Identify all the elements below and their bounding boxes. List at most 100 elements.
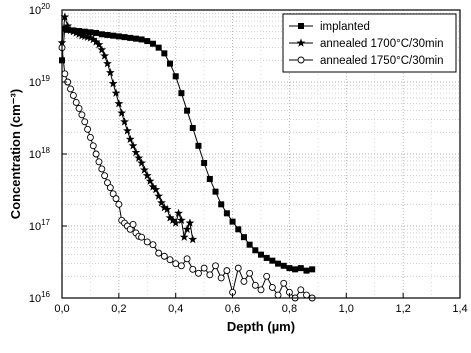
- data-point: [292, 266, 299, 273]
- x-tick-label: 0,0: [54, 303, 69, 315]
- data-point: [91, 37, 101, 46]
- data-point: [201, 159, 208, 166]
- data-point: [75, 104, 83, 112]
- data-point: [182, 224, 192, 234]
- data-point: [105, 68, 115, 77]
- data-point: [263, 272, 271, 280]
- data-point: [106, 184, 114, 192]
- series-1: [59, 25, 316, 274]
- data-point: [223, 267, 231, 275]
- data-point: [125, 134, 135, 144]
- data-point: [149, 40, 156, 47]
- data-point: [223, 210, 230, 217]
- data-point: [263, 254, 270, 261]
- data-point: [275, 260, 282, 267]
- data-point: [286, 265, 293, 272]
- data-point: [66, 25, 75, 35]
- legend-marker: [296, 38, 306, 47]
- y-axis-label: Concentration (cm⁻³): [8, 89, 23, 219]
- data-point: [297, 286, 305, 294]
- data-point: [165, 213, 175, 222]
- x-tick-label: 0,2: [111, 303, 126, 315]
- data-point: [140, 165, 149, 174]
- data-point: [88, 34, 98, 44]
- series-3: [58, 44, 316, 302]
- data-point: [145, 176, 155, 185]
- data-point: [161, 50, 168, 57]
- data-layer: [57, 12, 316, 302]
- data-point: [212, 262, 219, 270]
- data-point: [251, 281, 259, 289]
- data-point: [157, 198, 166, 207]
- data-point: [84, 125, 92, 133]
- data-point: [166, 256, 174, 264]
- data-point: [246, 269, 254, 277]
- legend-label: implanted: [320, 21, 370, 33]
- x-tick-label: 1,2: [395, 303, 410, 315]
- data-point: [144, 38, 151, 45]
- data-point: [143, 238, 151, 246]
- data-point: [206, 271, 214, 279]
- data-point: [188, 234, 198, 244]
- data-point: [98, 165, 106, 173]
- data-point: [280, 279, 288, 287]
- data-point: [81, 118, 89, 126]
- x-tick-label: 0,6: [225, 303, 240, 315]
- data-point: [60, 12, 70, 21]
- data-point: [168, 215, 178, 225]
- legend-marker: [298, 23, 304, 29]
- data-point: [81, 28, 88, 35]
- data-point: [155, 44, 162, 51]
- data-point: [234, 264, 242, 272]
- data-point: [95, 158, 103, 166]
- data-point: [280, 262, 287, 269]
- data-point: [177, 215, 186, 225]
- data-point: [121, 34, 128, 41]
- legend-marker: [297, 56, 305, 64]
- data-point: [69, 27, 78, 36]
- data-point: [61, 70, 69, 78]
- data-point: [206, 175, 213, 182]
- data-point: [303, 267, 310, 274]
- data-point: [303, 291, 310, 299]
- data-point: [134, 153, 144, 162]
- data-point: [129, 221, 137, 228]
- data-point: [269, 257, 276, 264]
- series-2: [57, 12, 198, 244]
- data-point: [195, 142, 202, 149]
- data-point: [189, 124, 196, 131]
- data-point: [127, 34, 134, 41]
- data-point: [200, 264, 208, 272]
- data-point: [101, 172, 109, 180]
- data-point: [309, 266, 316, 273]
- data-point: [162, 204, 172, 214]
- data-point: [131, 147, 141, 157]
- data-point: [78, 111, 86, 119]
- data-point: [100, 51, 110, 60]
- data-point: [183, 255, 191, 263]
- x-tick-label: 0,4: [168, 303, 183, 315]
- data-point: [115, 200, 123, 208]
- data-point: [94, 40, 104, 49]
- data-point: [108, 79, 118, 88]
- data-point: [67, 85, 74, 93]
- axes: 0,0 0,2 0,4 0,6 0,8 1,0 1,2 1,41016101710181019…: [29, 2, 468, 315]
- data-point: [86, 133, 94, 141]
- data-point: [229, 218, 236, 225]
- data-point: [89, 142, 97, 150]
- data-point: [297, 265, 304, 272]
- data-point: [252, 247, 259, 254]
- data-point: [86, 33, 95, 42]
- data-point: [178, 90, 185, 97]
- data-point: [112, 195, 120, 203]
- data-point: [195, 269, 202, 277]
- data-point: [72, 98, 80, 106]
- data-point: [189, 265, 197, 273]
- data-point: [104, 31, 111, 38]
- data-point: [110, 32, 117, 39]
- data-point: [218, 201, 225, 208]
- data-point: [87, 29, 94, 36]
- data-point: [235, 226, 242, 233]
- data-point: [69, 92, 77, 99]
